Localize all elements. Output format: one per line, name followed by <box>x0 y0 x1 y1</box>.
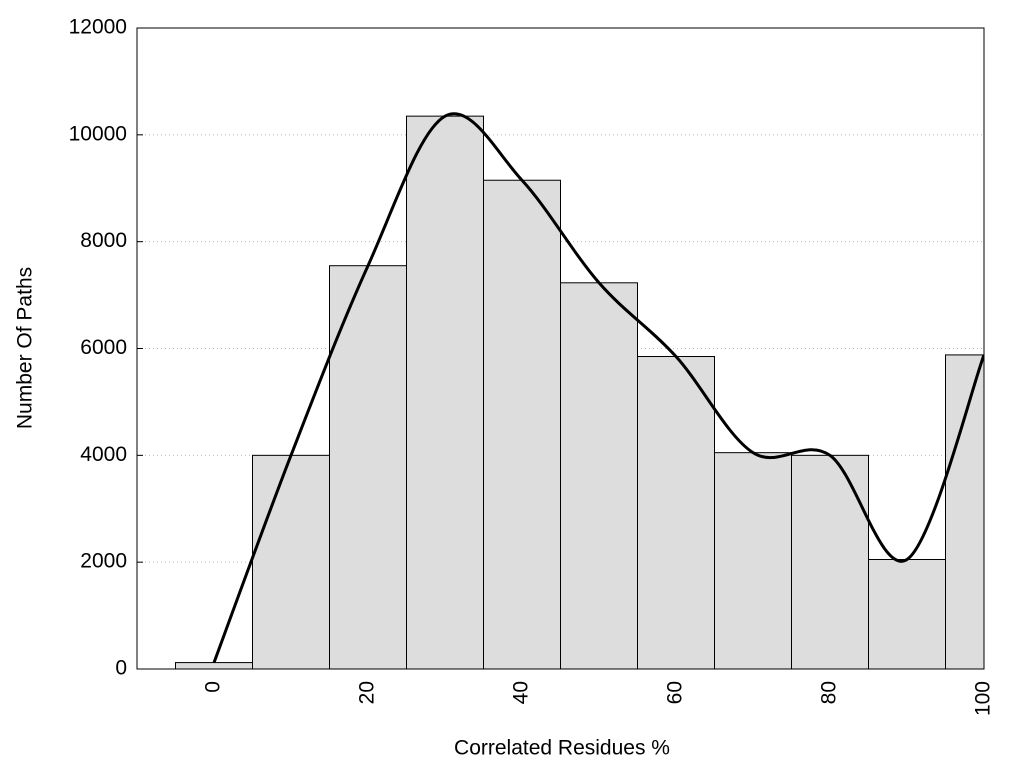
y-tick-label: 10000 <box>69 122 127 145</box>
bar <box>175 662 253 669</box>
x-tick-label: 60 <box>664 681 687 704</box>
plot-frame <box>136 27 985 670</box>
x-tick-label: 100 <box>972 681 995 716</box>
bar <box>406 115 484 669</box>
bar <box>483 179 561 669</box>
curve <box>212 112 984 664</box>
bar <box>637 356 715 669</box>
bar <box>329 265 407 669</box>
y-tick-label: 2000 <box>80 550 127 573</box>
y-tick-label: 12000 <box>69 16 127 39</box>
x-tick-label: 40 <box>510 681 533 704</box>
y-tick-label: 6000 <box>80 336 127 359</box>
bar <box>714 452 792 669</box>
bar <box>791 454 869 669</box>
x-axis-label: Correlated Residues % <box>454 737 670 760</box>
x-tick-label: 20 <box>356 681 379 704</box>
bar <box>560 282 638 669</box>
y-tick-label: 4000 <box>80 443 127 466</box>
x-tick-label: 0 <box>202 681 225 693</box>
bar <box>945 354 984 669</box>
y-tick-label: 0 <box>115 657 127 680</box>
x-tick-label: 80 <box>818 681 841 704</box>
y-axis-label: Number Of Paths <box>14 267 37 429</box>
bar <box>252 454 330 669</box>
bar <box>868 558 946 669</box>
plot-area <box>175 112 984 669</box>
y-tick-label: 8000 <box>80 229 127 252</box>
